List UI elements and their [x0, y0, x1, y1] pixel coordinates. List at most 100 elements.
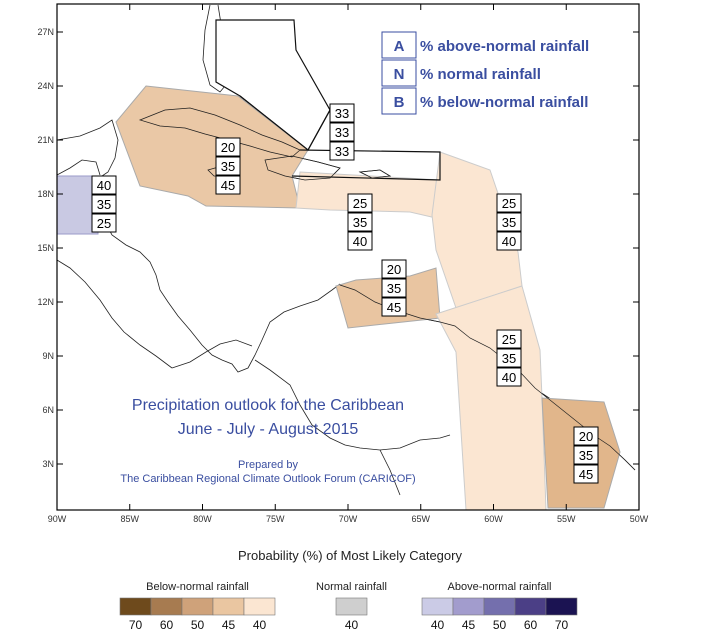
- probability-value: 45: [221, 178, 235, 193]
- probability-value: 33: [335, 144, 349, 159]
- lat-tick-label: 6N: [42, 405, 54, 415]
- legend-letter-box: [381, 59, 417, 87]
- outlook-regions: [56, 19, 621, 511]
- probability-value: 20: [579, 429, 593, 444]
- legend-text: % below-normal rainfall: [420, 94, 588, 111]
- probability-value: 45: [579, 467, 593, 482]
- lat-tick-label: 27N: [37, 27, 54, 37]
- legend-letter-box: [381, 87, 417, 115]
- colorbar-tick: 70: [129, 618, 143, 632]
- probability-cell: [573, 445, 599, 465]
- probability-cell: [573, 464, 599, 484]
- lat-tick-label: 21N: [37, 135, 54, 145]
- lat-tick-label: 9N: [42, 351, 54, 361]
- probability-cell: [329, 141, 355, 161]
- colorbar: Below-normal rainfall 70 60 50 45 40 Normal ra…: [119, 581, 578, 632]
- region-cuba-jamaica: [115, 85, 309, 209]
- probability-cell: [496, 212, 522, 232]
- colorbar-group-label: Normal rainfall: [316, 581, 387, 593]
- lat-tick-label: 15N: [37, 243, 54, 253]
- probability-cell: [381, 297, 407, 317]
- probability-value: 25: [502, 196, 516, 211]
- legend-text: % above-normal rainfall: [420, 38, 589, 55]
- probability-cell: [381, 259, 407, 279]
- lat-tick-label: 12N: [37, 297, 54, 307]
- colorbar-swatch: [545, 597, 578, 616]
- colorbar-tick: 40: [431, 618, 445, 632]
- lon-tick-label: 90W: [48, 514, 67, 524]
- lon-tick-label: 65W: [411, 514, 430, 524]
- probability-value: 25: [353, 196, 367, 211]
- lon-tick-label: 85W: [120, 514, 139, 524]
- category-legend: A % above-normal rainfall N % normal rainfa…: [381, 31, 589, 115]
- lon-tick-label: 80W: [193, 514, 212, 524]
- lat-tick-label: 3N: [42, 459, 54, 469]
- probability-cell: [215, 156, 241, 176]
- prepared-by-text: Prepared by: [238, 459, 298, 471]
- lon-tick-label: 60W: [484, 514, 503, 524]
- map-title-line1: Precipitation outlook for the Caribbean: [132, 397, 404, 414]
- lat-tick-label: 18N: [37, 189, 54, 199]
- probability-value: 40: [97, 178, 111, 193]
- probability-cell: [91, 194, 117, 214]
- probability-boxes: 33 33 33 20 35 45 40 35 25 25 35 40 25 35 40 20 35 45 25 35…: [91, 103, 599, 484]
- forum-name-text: The Caribbean Regional Climate Outlook F…: [120, 473, 415, 485]
- probability-cell: [329, 103, 355, 123]
- probability-value: 35: [221, 159, 235, 174]
- probability-cell: [381, 278, 407, 298]
- legend-letter: A: [394, 38, 405, 55]
- probability-cell: [91, 175, 117, 195]
- map-title-line2: June - July - August 2015: [178, 421, 359, 438]
- probability-cell: [215, 175, 241, 195]
- probability-cell: [347, 231, 373, 251]
- probability-value: 35: [502, 351, 516, 366]
- probability-value: 25: [502, 332, 516, 347]
- lon-tick-label: 55W: [557, 514, 576, 524]
- region-borders: [239, 95, 441, 181]
- colorbar-tick: 70: [555, 618, 569, 632]
- colorbar-tick: 45: [222, 618, 236, 632]
- legend-letter: B: [394, 94, 405, 111]
- probability-cell: [347, 212, 373, 232]
- colorbar-swatch: [452, 597, 485, 616]
- legend-letter: N: [394, 66, 405, 83]
- probability-value: 33: [335, 125, 349, 140]
- colorbar-heading: Probability (%) of Most Likely Category: [238, 548, 462, 563]
- lon-tick-label: 50W: [630, 514, 649, 524]
- colorbar-group-label: Below-normal rainfall: [146, 581, 249, 593]
- colorbar-swatch: [514, 597, 547, 616]
- probability-value: 35: [387, 281, 401, 296]
- lat-tick-label: 24N: [37, 81, 54, 91]
- colorbar-tick: 40: [253, 618, 267, 632]
- colorbar-swatch: [212, 597, 245, 616]
- legend-text: % normal rainfall: [420, 66, 541, 83]
- probability-cell: [329, 122, 355, 142]
- probability-value: 45: [387, 300, 401, 315]
- colorbar-swatch: [119, 597, 152, 616]
- latitude-axis: 27N 24N 21N 18N 15N 12N 9N 6N 3N: [37, 27, 639, 469]
- colorbar-tick: 50: [191, 618, 205, 632]
- colorbar-tick: 60: [524, 618, 538, 632]
- probability-value: 20: [387, 262, 401, 277]
- probability-cell: [215, 137, 241, 157]
- probability-value: 40: [353, 234, 367, 249]
- probability-cell: [496, 367, 522, 387]
- probability-cell: [496, 348, 522, 368]
- probability-cell: [91, 213, 117, 233]
- lon-tick-label: 75W: [266, 514, 285, 524]
- colorbar-swatch: [335, 597, 368, 616]
- legend-letter-box: [381, 31, 417, 59]
- colorbar-swatch: [483, 597, 516, 616]
- colorbar-tick: 45: [462, 618, 476, 632]
- probability-cell: [496, 231, 522, 251]
- probability-cell: [573, 426, 599, 446]
- probability-value: 40: [502, 370, 516, 385]
- probability-value: 35: [579, 448, 593, 463]
- colorbar-swatch: [243, 597, 276, 616]
- probability-value: 20: [221, 140, 235, 155]
- probability-value: 35: [97, 197, 111, 212]
- colorbar-tick: 60: [160, 618, 174, 632]
- colorbar-swatch: [181, 597, 214, 616]
- probability-value: 25: [97, 216, 111, 231]
